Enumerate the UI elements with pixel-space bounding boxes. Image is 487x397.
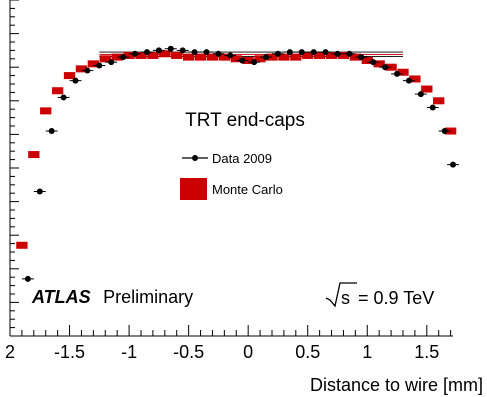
energy-sqrt-symbol: s xyxy=(341,288,350,308)
data-point xyxy=(417,91,424,98)
legend-data-label: Data 2009 xyxy=(212,151,272,166)
mc-box xyxy=(171,51,183,59)
legend-data-marker xyxy=(182,155,208,161)
data-point xyxy=(334,50,341,57)
mc-series xyxy=(16,50,457,249)
data-point xyxy=(274,50,281,57)
x-axis-ticks xyxy=(9,325,452,336)
x-tick-label: 0.5 xyxy=(295,342,320,362)
mc-box xyxy=(40,107,52,115)
data-point xyxy=(36,188,43,195)
atlas-status: Preliminary xyxy=(103,287,193,307)
x-tick-label: 2 xyxy=(5,342,15,362)
y-axis-ticks xyxy=(10,0,19,337)
mc-box xyxy=(135,51,147,59)
mc-box xyxy=(28,151,40,159)
x-tick-label: -1.5 xyxy=(54,342,85,362)
mc-box xyxy=(99,55,111,63)
energy-value: = 0.9 TeV xyxy=(358,288,434,308)
data-series xyxy=(21,45,459,282)
data-point xyxy=(370,59,377,66)
data-point xyxy=(286,49,293,56)
atlas-experiment: ATLAS xyxy=(31,287,91,307)
data-point xyxy=(60,94,67,101)
data-point xyxy=(167,45,174,52)
data-point xyxy=(48,128,55,135)
mc-box xyxy=(87,60,100,68)
data-point xyxy=(450,161,456,168)
mc-box xyxy=(337,51,350,59)
data-point xyxy=(96,62,103,69)
data-point xyxy=(108,59,115,66)
data-point xyxy=(346,50,353,57)
mc-box xyxy=(361,56,373,64)
data-point xyxy=(203,49,210,56)
data-point xyxy=(441,128,448,135)
mc-box xyxy=(409,75,421,83)
x-tick-label: -1 xyxy=(121,342,137,362)
data-point xyxy=(120,54,127,61)
mc-box xyxy=(373,60,385,68)
mc-box xyxy=(254,55,266,63)
data-point xyxy=(382,64,389,71)
plot-frame xyxy=(9,0,453,337)
data-point xyxy=(263,54,270,61)
mc-box xyxy=(206,53,219,61)
data-point xyxy=(239,57,246,64)
mc-box xyxy=(218,53,231,61)
data-point xyxy=(132,50,139,57)
legend: Data 2009 Monte Carlo xyxy=(180,151,283,200)
data-point xyxy=(227,52,234,59)
atlas-label: ATLAS Preliminary xyxy=(31,287,193,307)
mc-box xyxy=(397,68,409,76)
x-tick-label: 0 xyxy=(243,342,253,362)
data-point xyxy=(215,50,222,57)
data-point xyxy=(322,49,329,56)
mc-box xyxy=(182,53,195,61)
mc-box xyxy=(313,51,326,59)
data-point xyxy=(24,275,31,282)
chart-title: TRT end-caps xyxy=(185,110,305,131)
mc-box xyxy=(290,53,302,61)
data-point xyxy=(72,77,79,84)
mc-box xyxy=(421,85,433,93)
mc-box xyxy=(302,51,314,59)
data-point xyxy=(394,70,401,77)
mc-box xyxy=(194,53,207,61)
mc-box xyxy=(75,65,88,73)
mc-box xyxy=(433,97,445,105)
data-point xyxy=(298,49,305,56)
mc-box xyxy=(230,55,242,63)
mc-box xyxy=(63,72,76,80)
data-point xyxy=(310,49,317,56)
mc-box xyxy=(16,241,28,249)
mc-box xyxy=(159,50,171,58)
data-point xyxy=(143,49,150,56)
mc-box xyxy=(51,87,64,95)
mc-box xyxy=(147,51,159,59)
legend-mc-swatch xyxy=(180,178,207,200)
mc-box xyxy=(123,51,135,59)
mc-box xyxy=(325,51,338,59)
mc-box xyxy=(278,53,290,61)
x-tick-label: 1 xyxy=(362,342,372,362)
data-point xyxy=(191,49,198,56)
data-point xyxy=(405,77,412,84)
data-point xyxy=(251,59,258,66)
x-tick-labels: 2 -1.5 -1 -0.5 0 0.5 1 1.5 xyxy=(5,342,439,362)
energy-label: s = 0.9 TeV xyxy=(325,282,434,308)
legend-mc-label: Monte Carlo xyxy=(212,182,283,197)
data-point xyxy=(179,47,186,54)
data-point xyxy=(84,67,91,74)
data-point xyxy=(429,104,436,111)
x-tick-label: -0.5 xyxy=(173,342,204,362)
x-tick-label: 1.5 xyxy=(414,342,439,362)
data-point xyxy=(358,54,365,61)
x-axis-title: Distance to wire [mm] xyxy=(310,375,483,395)
data-point xyxy=(155,47,162,54)
